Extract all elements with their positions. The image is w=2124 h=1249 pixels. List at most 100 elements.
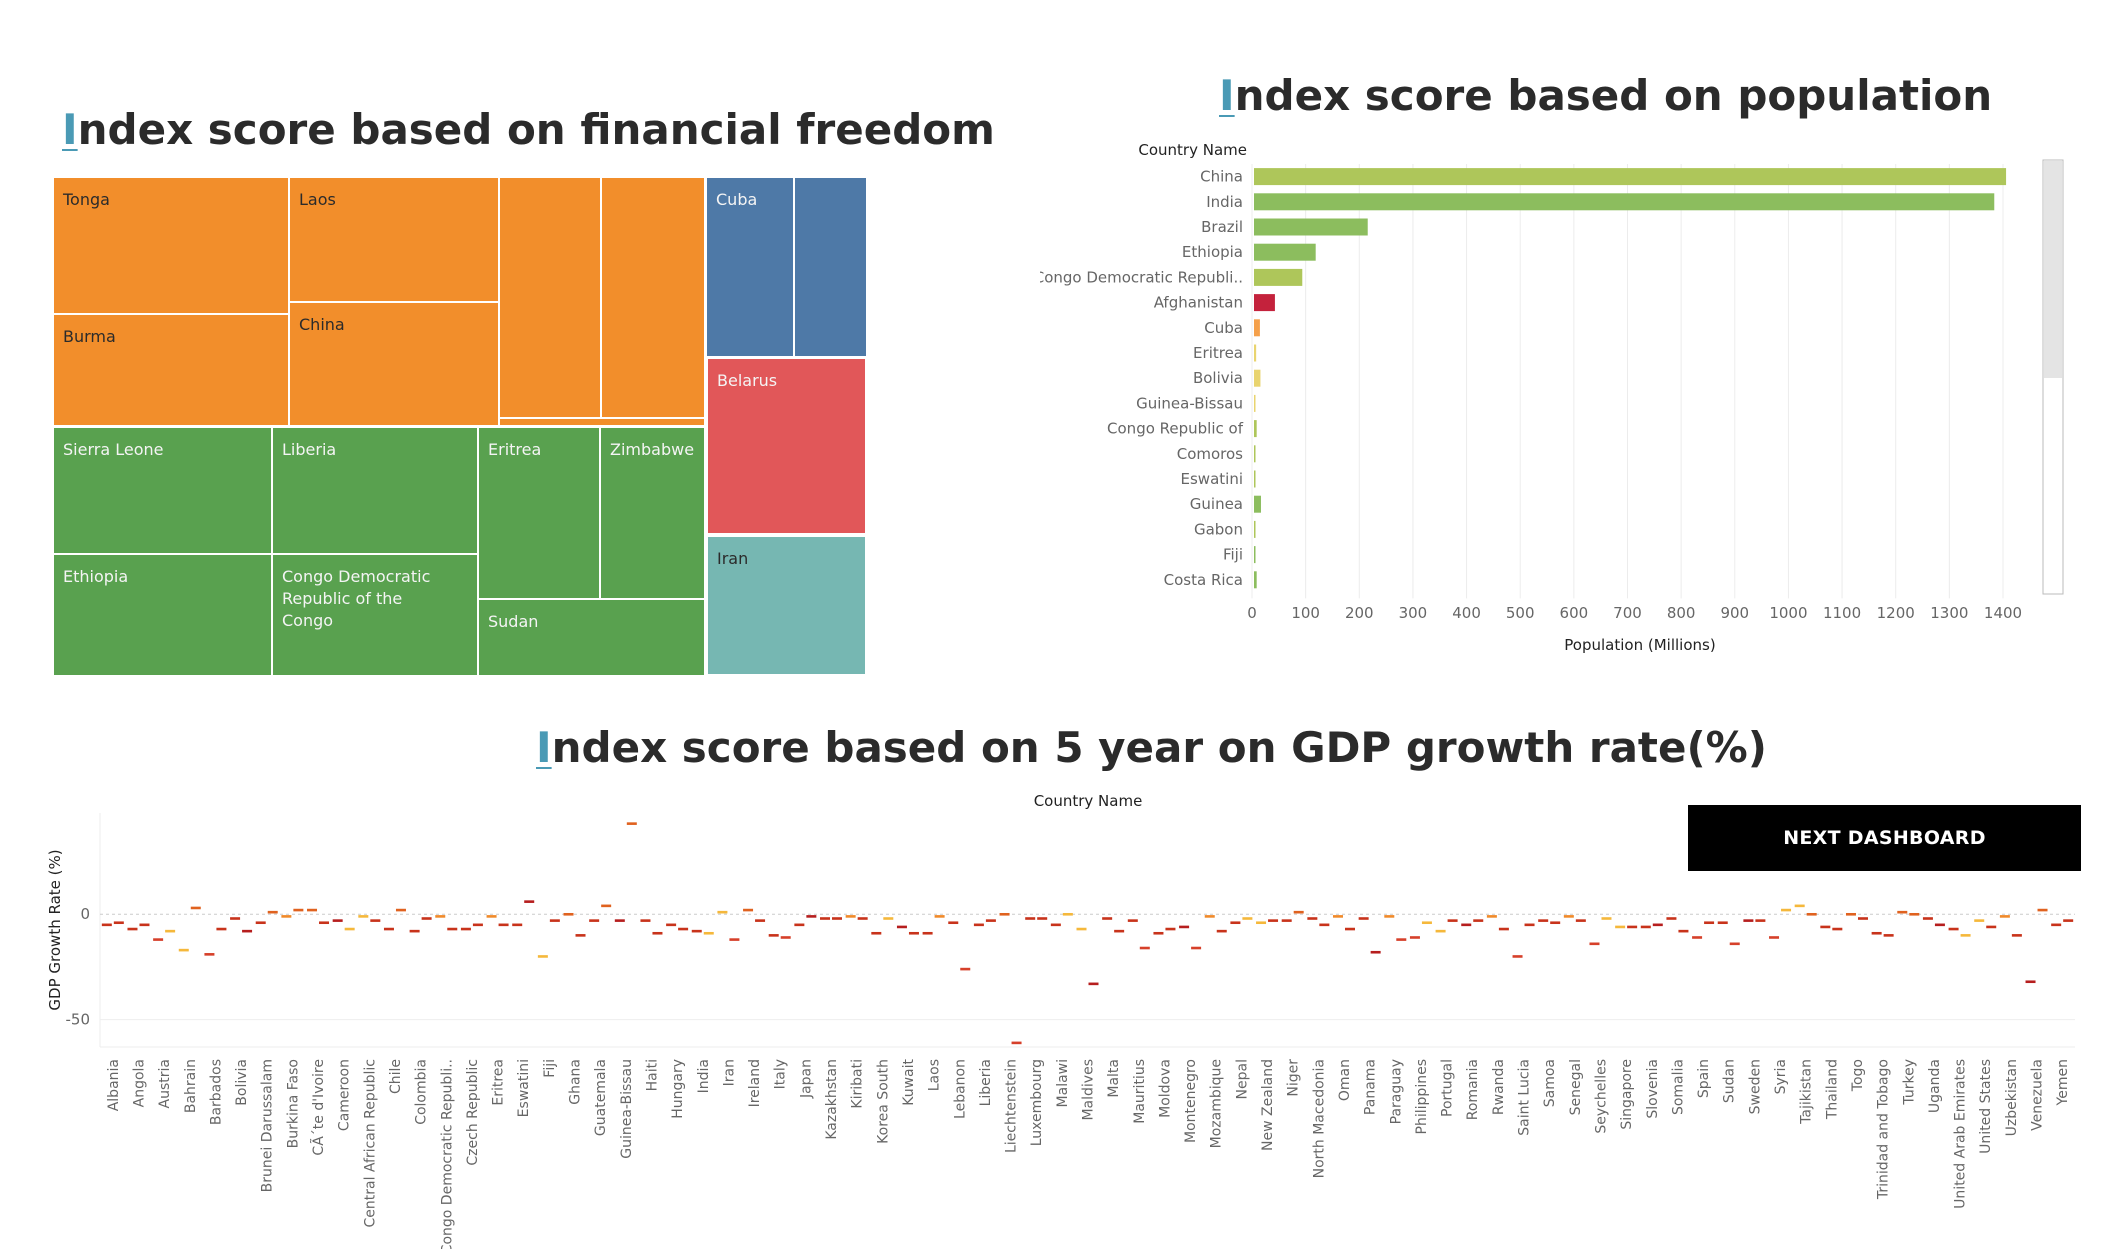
gdp-mark <box>1114 929 1125 933</box>
treemap-tile-label: China <box>299 315 345 334</box>
gdp-mark <box>1319 923 1330 927</box>
treemap-tile[interactable] <box>499 418 705 426</box>
gdp-mark <box>1922 917 1933 920</box>
gdp-country-label: Rwanda <box>1491 1059 1507 1115</box>
treemap-tile-eritrea[interactable]: Eritrea <box>478 427 600 599</box>
gdp-mark <box>255 921 266 925</box>
gdp-mark <box>1678 929 1689 933</box>
population-bar <box>1254 420 1257 438</box>
gdp-mark <box>1883 934 1894 937</box>
gdp-country-label: Senegal <box>1568 1059 1584 1115</box>
gdp-mark <box>678 927 689 931</box>
gdp-mark <box>908 931 919 935</box>
gdp-country-label: Sweden <box>1747 1059 1763 1114</box>
treemap-tile-iran[interactable]: Iran <box>706 535 867 676</box>
treemap-tile-label: Congo Democratic Republic of the Congo <box>282 567 431 630</box>
treemap-tile-label: Ethiopia <box>63 567 129 586</box>
population-bar <box>1254 344 1257 362</box>
gdp-mark <box>1370 950 1381 954</box>
gdp-mark <box>1293 910 1304 914</box>
treemap-tile[interactable] <box>794 177 867 357</box>
gdp-country-label: Mauritius <box>1132 1059 1148 1124</box>
population-scrollbar-thumb[interactable] <box>2044 161 2062 378</box>
treemap-tile-ethiopia[interactable]: Ethiopia <box>53 554 272 676</box>
treemap-tile-belarus[interactable]: Belarus <box>706 357 867 535</box>
gdp-mark <box>871 931 882 935</box>
gdp-country-label: Syria <box>1773 1059 1789 1094</box>
population-x-tick-label: 600 <box>1560 604 1589 622</box>
gdp-country-label: Iran <box>721 1059 737 1086</box>
gdp-mark <box>1062 912 1073 916</box>
treemap-tile-label: Tonga <box>63 190 110 209</box>
treemap-tile-liberia[interactable]: Liberia <box>272 427 478 554</box>
gdp-mark <box>267 910 278 914</box>
gdp-mark <box>127 927 138 931</box>
population-category-label: Guinea-Bissau <box>1136 394 1243 412</box>
gdp-country-label: Bahrain <box>183 1059 199 1113</box>
population-category-label: Bolivia <box>1193 369 1243 387</box>
gdp-mark <box>1934 923 1945 927</box>
treemap-tile-tonga[interactable]: Tonga <box>53 177 289 314</box>
gdp-mark <box>1909 912 1920 916</box>
gdp-mark <box>1948 927 1959 931</box>
population-x-tick-label: 1000 <box>1769 604 1807 622</box>
gdp-mark <box>524 900 535 903</box>
gdp-mark <box>447 927 458 931</box>
treemap-title-text: ndex score based on financial freedom <box>77 105 995 154</box>
population-bar <box>1254 218 1368 236</box>
treemap-tile[interactable] <box>499 177 601 418</box>
gdp-country-label: Haiti <box>644 1059 660 1091</box>
gdp-country-label: Japan <box>798 1059 814 1099</box>
gdp-mark <box>999 912 1010 916</box>
gdp-mark <box>537 955 548 958</box>
treemap-tile-china[interactable]: China <box>289 302 499 426</box>
gdp-mark <box>2011 934 2022 937</box>
gdp-mark <box>589 919 600 922</box>
population-x-tick-label: 100 <box>1291 604 1320 622</box>
gdp-mark <box>1216 929 1227 933</box>
treemap-tile[interactable] <box>601 177 705 418</box>
treemap-tile-zimbabwe[interactable]: Zimbabwe <box>600 427 705 599</box>
gdp-mark <box>1794 904 1805 908</box>
gdp-mark <box>575 934 586 937</box>
gdp-mark <box>1421 921 1432 925</box>
gdp-column-header: Country Name <box>1034 792 1143 810</box>
treemap-tile-laos[interactable]: Laos <box>289 177 499 302</box>
gdp-mark <box>1974 919 1985 922</box>
gdp-country-label: Colombia <box>414 1059 430 1125</box>
gdp-country-label: Montenegro <box>1183 1059 1199 1143</box>
gdp-mark <box>332 919 343 922</box>
treemap-tile-congo-democratic-republic[interactable]: Congo Democratic Republic of the Congo <box>272 554 478 676</box>
treemap-tile-cuba[interactable]: Cuba <box>706 177 794 357</box>
gdp-country-label: Eswatini <box>516 1059 532 1117</box>
population-bar <box>1254 520 1256 538</box>
gdp-mark <box>395 908 406 912</box>
gdp-mark <box>857 917 868 920</box>
gdp-mark <box>242 929 253 933</box>
gdp-country-label: United Arab Emirates <box>1953 1059 1969 1209</box>
treemap-tile-sudan[interactable]: Sudan <box>478 599 705 676</box>
treemap-tile-sierra-leone[interactable]: Sierra Leone <box>53 427 272 554</box>
gdp-mark <box>293 908 304 912</box>
gdp-country-label: Austria <box>157 1059 173 1108</box>
population-bar-chart: Country Name 0 100 200 300 400 500 600 700 800 900… <box>1040 141 2064 654</box>
treemap-tile-label: Zimbabwe <box>610 440 695 459</box>
treemap-tile-burma[interactable]: Burma <box>53 314 289 426</box>
gdp-mark <box>472 923 483 927</box>
next-dashboard-button[interactable]: NEXT DASHBOARD <box>1688 805 2081 871</box>
gdp-country-label: North Macedonia <box>1311 1059 1327 1178</box>
gdp-mark <box>563 912 574 916</box>
population-x-tick-label: 400 <box>1452 604 1481 622</box>
gdp-country-label: Hungary <box>670 1059 686 1119</box>
gdp-mark <box>1179 925 1190 929</box>
gdp-mark <box>1050 923 1061 927</box>
gdp-mark <box>1575 919 1586 922</box>
treemap-tile-label: Sierra Leone <box>63 440 164 459</box>
gdp-mark <box>1986 925 1997 929</box>
treemap-tile-label: Iran <box>717 549 749 568</box>
gdp-mark <box>1563 915 1574 918</box>
gdp-mark <box>498 923 509 927</box>
gdp-mark <box>820 917 831 920</box>
gdp-mark <box>1498 927 1509 931</box>
gdp-mark <box>1692 936 1703 939</box>
